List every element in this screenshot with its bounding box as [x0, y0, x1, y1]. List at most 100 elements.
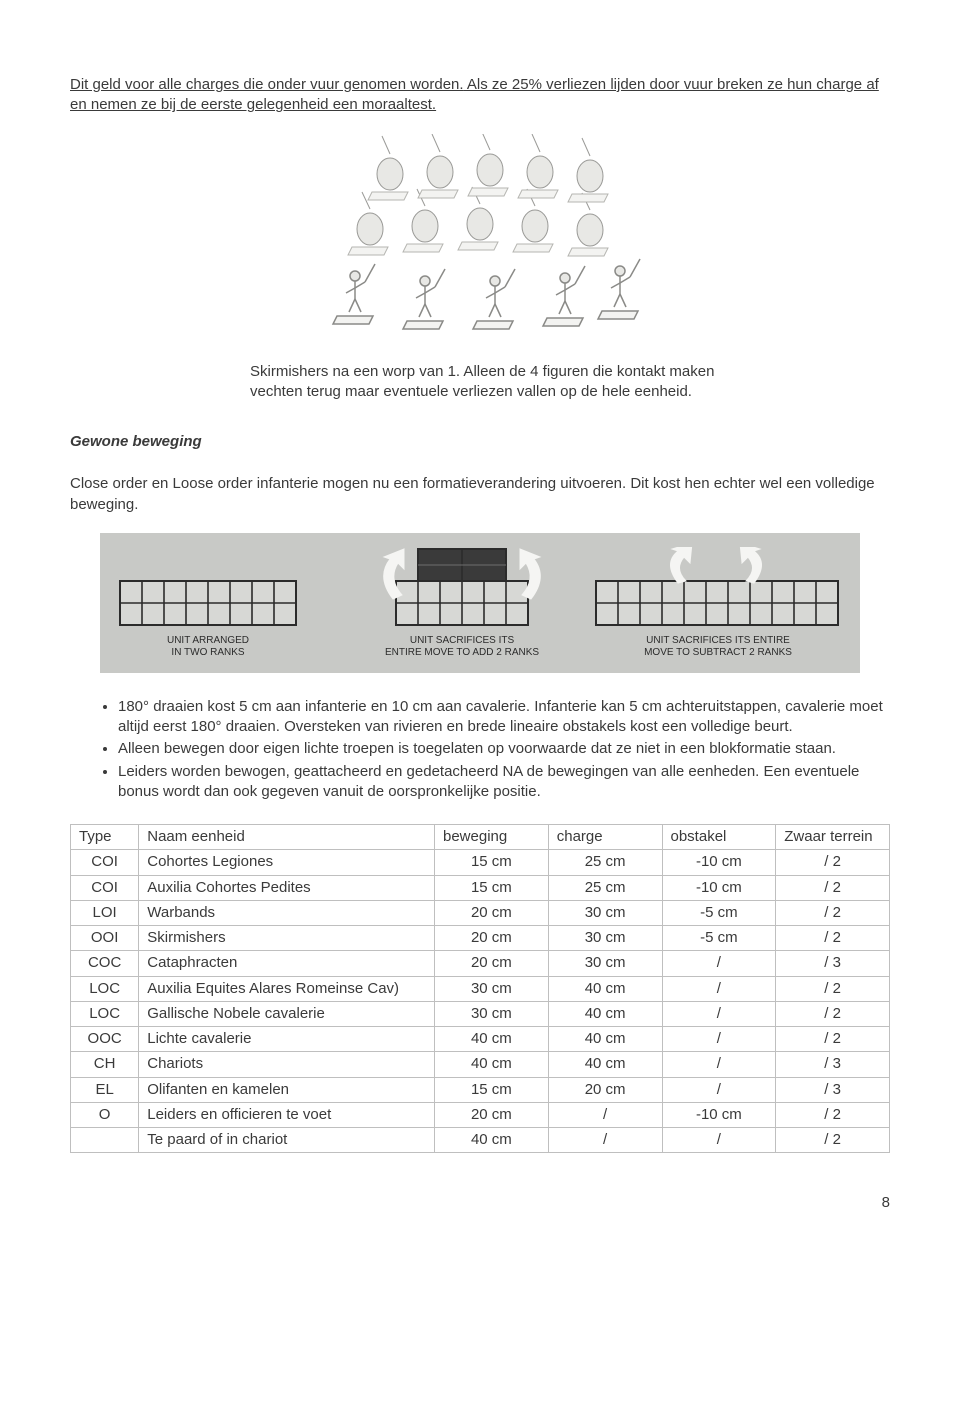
table-cell: 40 cm [548, 976, 662, 1001]
table-row: OOCLichte cavalerie40 cm40 cm// 2 [71, 1027, 890, 1052]
th-beweging: beweging [435, 825, 549, 850]
formation-label-mid-2: ENTIRE MOVE TO ADD 2 RANKS [385, 647, 539, 658]
table-row: LOCGallische Nobele cavalerie30 cm40 cm/… [71, 1001, 890, 1026]
th-obstakel: obstakel [662, 825, 776, 850]
table-cell: / [662, 1027, 776, 1052]
formation-label-left-2: IN TWO RANKS [171, 647, 244, 658]
table-cell: / [662, 976, 776, 1001]
table-row: COIAuxilia Cohortes Pedites15 cm25 cm-10… [71, 875, 890, 900]
th-type: Type [71, 825, 139, 850]
table-cell: / 2 [776, 1102, 890, 1127]
th-charge: charge [548, 825, 662, 850]
table-cell: / [662, 1128, 776, 1153]
table-cell: 40 cm [435, 1128, 549, 1153]
table-row: OLeiders en officieren te voet20 cm/-10 … [71, 1102, 890, 1127]
movement-table: Type Naam eenheid beweging charge obstak… [70, 824, 890, 1153]
caption-line-2: vechten terug maar eventuele verliezen v… [250, 383, 692, 400]
table-cell: / [548, 1102, 662, 1127]
formation-change-diagram: UNIT ARRANGED IN TWO RANKS UNIT SACRIFIC… [100, 533, 860, 673]
table-cell: 25 cm [548, 875, 662, 900]
bullet-item: Leiders worden bewogen, geattacheerd en … [118, 762, 890, 803]
table-cell: COI [71, 875, 139, 900]
table-cell: LOC [71, 1001, 139, 1026]
table-cell: 15 cm [435, 1077, 549, 1102]
table-cell: Warbands [139, 900, 435, 925]
table-cell: / 2 [776, 1001, 890, 1026]
table-cell: 20 cm [548, 1077, 662, 1102]
table-cell: / 2 [776, 976, 890, 1001]
table-cell: LOC [71, 976, 139, 1001]
table-cell: LOI [71, 900, 139, 925]
table-cell: -10 cm [662, 875, 776, 900]
table-cell: Te paard of in chariot [139, 1128, 435, 1153]
intro-paragraph: Dit geld voor alle charges die onder vuu… [70, 75, 890, 116]
table-row: LOIWarbands20 cm30 cm-5 cm/ 2 [71, 900, 890, 925]
table-cell: -5 cm [662, 900, 776, 925]
table-cell: OOC [71, 1027, 139, 1052]
table-cell: 15 cm [435, 875, 549, 900]
formation-label-right-1: UNIT SACRIFICES ITS ENTIRE [646, 635, 790, 646]
table-row: Te paard of in chariot40 cm/// 2 [71, 1128, 890, 1153]
table-cell: / [662, 951, 776, 976]
table-cell: 30 cm [548, 951, 662, 976]
table-cell: 25 cm [548, 850, 662, 875]
table-cell: / 3 [776, 1052, 890, 1077]
table-cell: -5 cm [662, 926, 776, 951]
table-cell: 20 cm [435, 900, 549, 925]
table-cell: / [662, 1052, 776, 1077]
table-row: COICohortes Legiones15 cm25 cm-10 cm/ 2 [71, 850, 890, 875]
table-cell: 30 cm [548, 926, 662, 951]
table-cell [71, 1128, 139, 1153]
bullet-item: Alleen bewegen door eigen lichte troepen… [118, 739, 890, 759]
table-cell: COI [71, 850, 139, 875]
table-cell: Olifanten en kamelen [139, 1077, 435, 1102]
table-row: COCCataphracten20 cm30 cm// 3 [71, 951, 890, 976]
bullet-item: 180° draaien kost 5 cm aan infanterie en… [118, 697, 890, 738]
table-row: OOISkirmishers20 cm30 cm-5 cm/ 2 [71, 926, 890, 951]
page-number: 8 [70, 1193, 890, 1213]
table-cell: COC [71, 951, 139, 976]
skirmishers-caption: Skirmishers na een worp van 1. Alleen de… [250, 362, 750, 403]
table-row: CHChariots40 cm40 cm// 3 [71, 1052, 890, 1077]
table-cell: 40 cm [548, 1027, 662, 1052]
table-cell: -10 cm [662, 1102, 776, 1127]
table-cell: OOI [71, 926, 139, 951]
table-cell: 30 cm [435, 1001, 549, 1026]
table-cell: 30 cm [435, 976, 549, 1001]
table-cell: 20 cm [435, 1102, 549, 1127]
table-cell: / 2 [776, 900, 890, 925]
table-cell: 20 cm [435, 951, 549, 976]
table-cell: 40 cm [548, 1001, 662, 1026]
table-cell: Skirmishers [139, 926, 435, 951]
formation-label-mid-1: UNIT SACRIFICES ITS [410, 635, 515, 646]
close-order-paragraph: Close order en Loose order infanterie mo… [70, 474, 890, 515]
table-header-row: Type Naam eenheid beweging charge obstak… [71, 825, 890, 850]
th-terrein: Zwaar terrein [776, 825, 890, 850]
table-cell: / [548, 1128, 662, 1153]
table-cell: / [662, 1001, 776, 1026]
heading-gewone-beweging: Gewone beweging [70, 432, 890, 452]
table-cell: Lichte cavalerie [139, 1027, 435, 1052]
table-row: ELOlifanten en kamelen15 cm20 cm// 3 [71, 1077, 890, 1102]
formation-label-right-2: MOVE TO SUBTRACT 2 RANKS [644, 647, 792, 658]
table-cell: Auxilia Equites Alares Romeinse Cav) [139, 976, 435, 1001]
table-cell: Auxilia Cohortes Pedites [139, 875, 435, 900]
table-cell: O [71, 1102, 139, 1127]
table-cell: / [662, 1077, 776, 1102]
table-cell: 40 cm [548, 1052, 662, 1077]
skirmishers-illustration [300, 134, 660, 344]
table-cell: / 2 [776, 850, 890, 875]
table-cell: 15 cm [435, 850, 549, 875]
table-cell: Gallische Nobele cavalerie [139, 1001, 435, 1026]
table-cell: / 3 [776, 951, 890, 976]
caption-line-1: Skirmishers na een worp van 1. Alleen de… [250, 363, 714, 380]
table-cell: / 2 [776, 1027, 890, 1052]
table-cell: -10 cm [662, 850, 776, 875]
intro-underlined: Dit geld voor alle charges die onder vuu… [70, 76, 464, 93]
table-cell: Leiders en officieren te voet [139, 1102, 435, 1127]
table-cell: EL [71, 1077, 139, 1102]
table-row: LOCAuxilia Equites Alares Romeinse Cav)3… [71, 976, 890, 1001]
table-cell: Cohortes Legiones [139, 850, 435, 875]
table-cell: / 2 [776, 875, 890, 900]
bullet-list: 180° draaien kost 5 cm aan infanterie en… [70, 697, 890, 802]
